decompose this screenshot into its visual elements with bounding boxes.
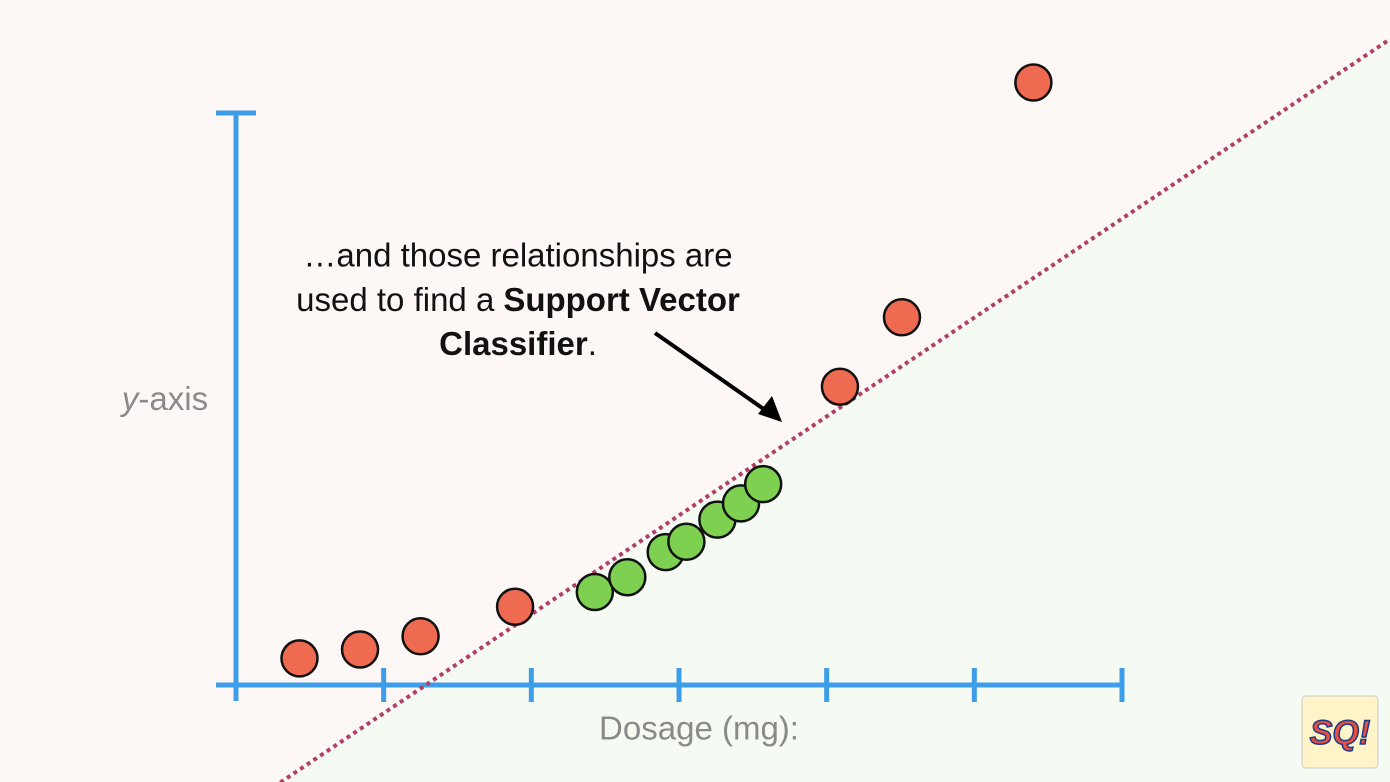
- annotation-bold: Classifier: [439, 325, 588, 362]
- data-point: [882, 298, 922, 337]
- annotation-text: .: [588, 325, 597, 362]
- y-label-rest: -axis: [138, 380, 208, 417]
- data-point: [280, 639, 319, 678]
- y-axis-label: y-axis: [120, 380, 208, 417]
- data-point: [495, 587, 535, 626]
- logo-box: [1301, 695, 1379, 769]
- annotation-bold: Support Vector: [503, 281, 740, 318]
- arrow: [653, 331, 770, 414]
- plot-layer: [216, 38, 1390, 782]
- data-point: [1014, 63, 1053, 102]
- classifier-line: [279, 38, 1390, 782]
- data-point: [608, 557, 647, 597]
- data-point: [743, 464, 783, 504]
- data-point: [820, 367, 860, 406]
- annotation-line: used to find a Support Vector: [296, 281, 740, 318]
- x-axis-label: Dosage (mg):: [599, 710, 799, 747]
- data-point: [401, 617, 440, 656]
- annotation-line: Classifier.: [439, 325, 597, 362]
- annotation-line: …and those relationships are: [303, 237, 732, 274]
- logo: SQ!: [1301, 695, 1379, 769]
- arrow-head: [758, 396, 782, 422]
- data-point: [340, 630, 380, 669]
- data-point: [667, 522, 706, 562]
- y-label-italic: y: [120, 380, 141, 417]
- logo-text: SQ!: [1310, 714, 1370, 752]
- data-point: [575, 572, 615, 612]
- annotation-text: used to find a: [296, 281, 495, 318]
